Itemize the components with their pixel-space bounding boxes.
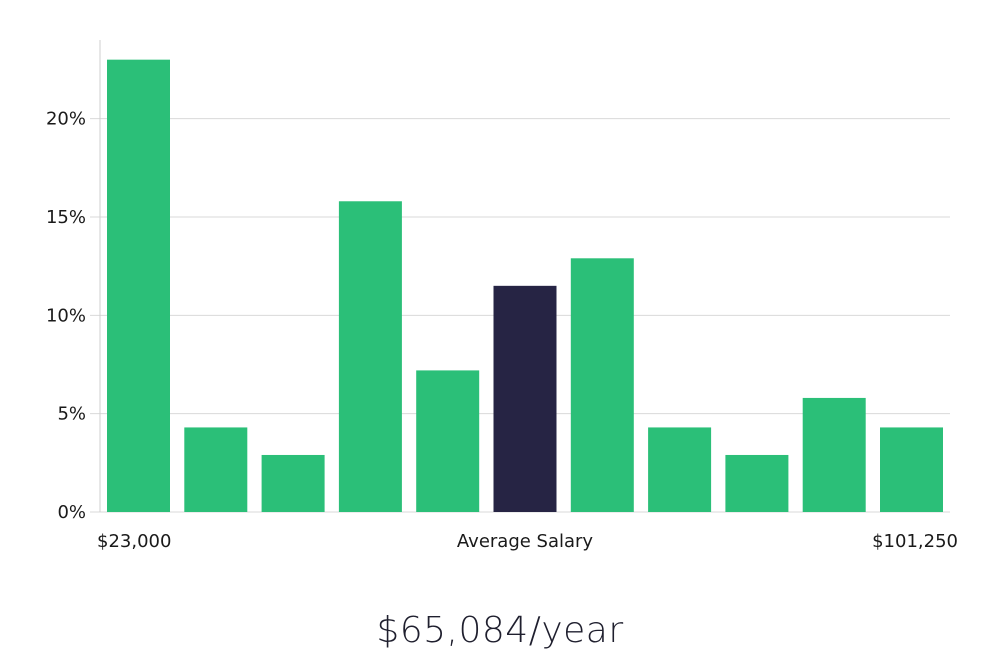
y-tick-label: 15% <box>46 207 86 228</box>
bar-average-salary <box>493 285 557 512</box>
y-tick-label: 5% <box>57 404 86 425</box>
bar <box>107 59 170 513</box>
salary-distribution-chart: 0% 5% 10% 15% 20% $23,000 Average Salary $10… <box>46 40 958 552</box>
bar <box>184 427 248 512</box>
x-axis-min-label: $23,000 <box>97 531 171 552</box>
bar <box>416 370 480 512</box>
bar <box>802 397 866 512</box>
y-axis-tick-labels: 0% 5% 10% 15% 20% <box>46 109 86 523</box>
bar <box>570 258 634 512</box>
x-axis-title: Average Salary <box>457 531 594 552</box>
bar <box>338 201 402 512</box>
bar <box>880 427 943 512</box>
bar <box>725 454 789 512</box>
bars <box>107 59 943 513</box>
y-tick-label: 0% <box>57 502 86 523</box>
y-tick-label: 10% <box>46 305 86 326</box>
bar <box>261 454 325 512</box>
y-tick-label: 20% <box>46 109 86 130</box>
average-salary-label: $65,084/year <box>376 610 624 651</box>
x-axis-max-label: $101,250 <box>872 531 958 552</box>
bar <box>648 427 712 512</box>
